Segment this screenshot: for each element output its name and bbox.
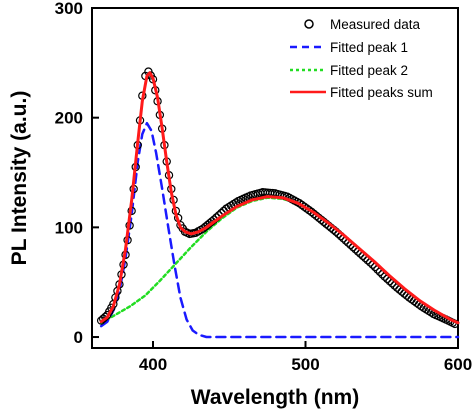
plot-frame	[91, 7, 459, 349]
legend-marker-open-circle	[304, 19, 314, 29]
data-series	[96, 67, 460, 339]
y-tick-label: 0	[74, 328, 83, 347]
y-tick-label: 100	[55, 218, 83, 237]
x-axis-title: Wavelength (nm)	[191, 386, 359, 409]
legend-entry-fitted-peaks-sum: Fitted peaks sum	[290, 85, 433, 100]
fitted-peak-1-line	[99, 121, 460, 339]
legend-label-fitted-peak-1: Fitted peak 1	[330, 40, 408, 55]
fitted-peaks-sum-line	[99, 71, 460, 325]
axis-ticks: 400 500 600 0 100 200 300	[55, 0, 473, 374]
legend-label-fitted-peak-2: Fitted peak 2	[330, 63, 408, 78]
legend-entry-fitted-peak-2: Fitted peak 2	[290, 63, 408, 78]
legend-entry-measured-data: Measured data	[304, 17, 421, 32]
x-tick-label: 600	[444, 355, 472, 374]
fitted-peak-2-line	[99, 196, 460, 325]
y-tick-label: 300	[55, 0, 83, 18]
x-tick-label: 500	[291, 355, 319, 374]
y-tick-label: 200	[55, 109, 83, 128]
legend-entry-fitted-peak-1: Fitted peak 1	[290, 40, 408, 55]
y-axis-title: PL Intensity (a.u.)	[8, 91, 31, 266]
x-tick-label: 400	[139, 355, 167, 374]
legend: Measured data Fitted peak 1 Fitted peak …	[290, 17, 433, 100]
legend-label-fitted-peaks-sum: Fitted peaks sum	[330, 85, 433, 100]
legend-label-measured-data: Measured data	[330, 17, 421, 32]
